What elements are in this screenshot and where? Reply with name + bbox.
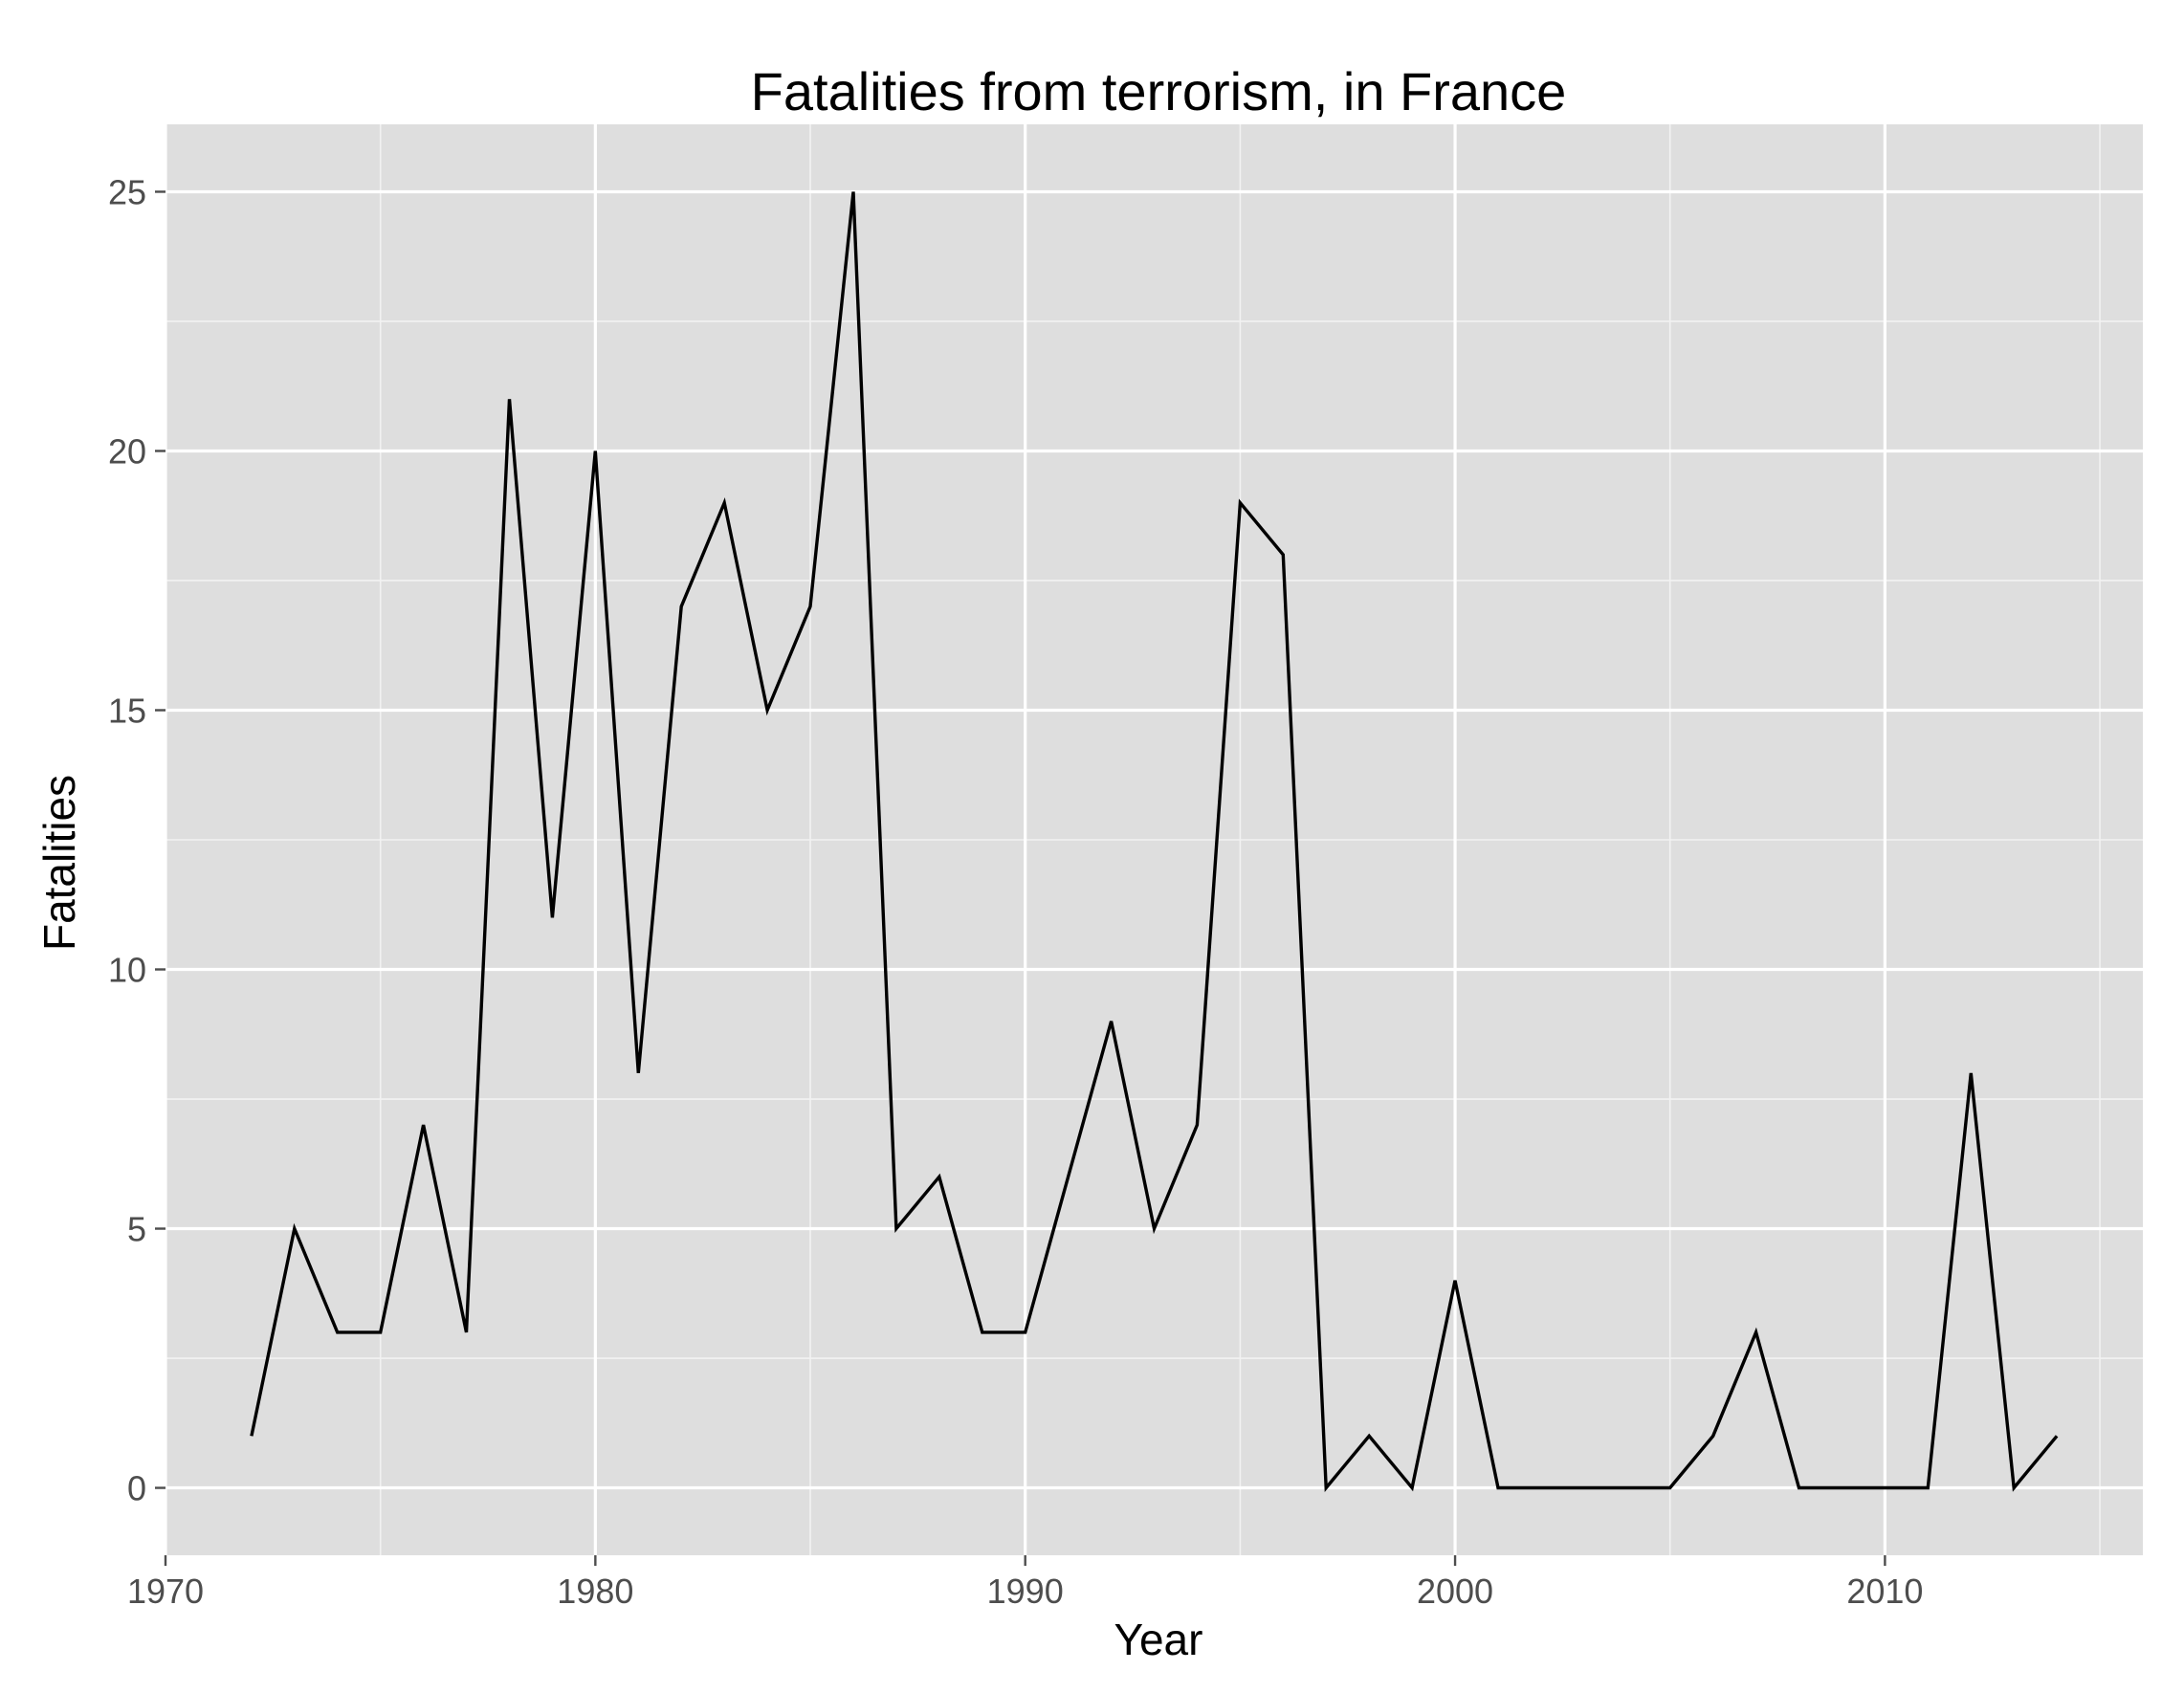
x-tick-label: 1990	[987, 1572, 1064, 1611]
y-axis: 0 5 10 15 20 25	[108, 172, 165, 1508]
major-gridlines	[164, 124, 2143, 1555]
series-line	[250, 191, 2059, 1492]
series-group	[250, 191, 2059, 1492]
y-axis-title: Fatalities	[34, 775, 84, 951]
y-tick-label: 15	[108, 691, 146, 730]
x-tick-label: 2010	[1846, 1572, 1923, 1611]
y-tick-label: 10	[108, 951, 146, 990]
x-axis-title: Year	[1114, 1615, 1203, 1664]
x-tick-label: 2000	[1417, 1572, 1493, 1611]
y-tick-label: 0	[127, 1469, 146, 1508]
chart-title: Fatalities from terrorism, in France	[751, 61, 1567, 121]
y-tick-label: 20	[108, 431, 146, 471]
y-tick-label: 5	[127, 1210, 146, 1249]
x-axis: 1970 1980 1990 2000 2010	[127, 1555, 1923, 1611]
minor-gridlines	[165, 124, 2143, 1555]
x-tick-label: 1980	[557, 1572, 633, 1611]
y-tick-label: 25	[108, 172, 146, 211]
x-tick-label: 1970	[127, 1572, 204, 1611]
